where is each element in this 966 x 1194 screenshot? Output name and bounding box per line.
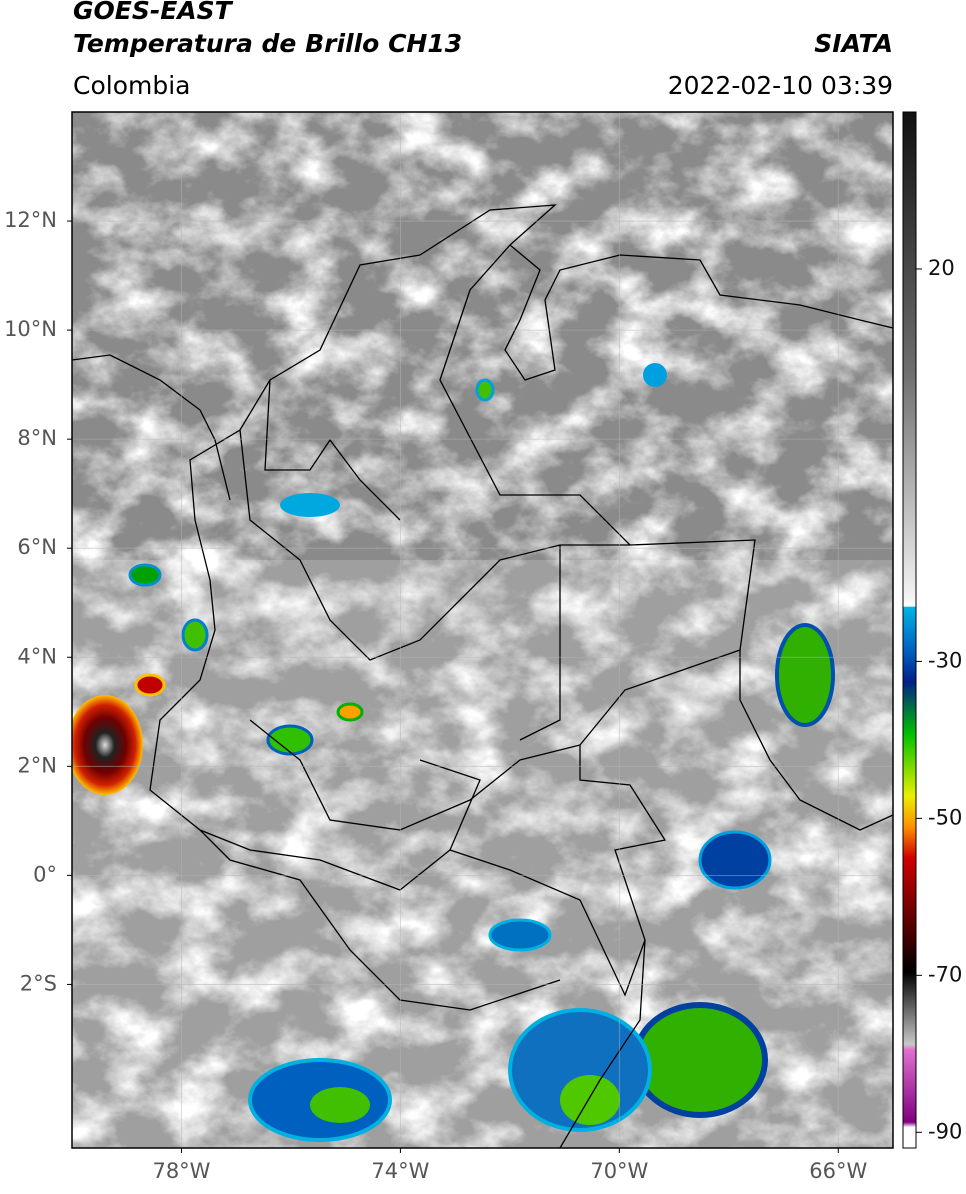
source: SIATA	[814, 29, 893, 58]
graticule	[72, 112, 893, 1148]
colorbar-tick-label: 20	[928, 256, 955, 280]
x-tick-label: 74°W	[371, 1159, 429, 1183]
y-tick-label: 2°N	[17, 753, 57, 777]
y-tick-label: 0°	[33, 862, 57, 886]
convection	[72, 363, 835, 1142]
y-tick-label: 12°N	[4, 208, 57, 232]
colorbar-tick-label: -90	[928, 1119, 962, 1143]
y-tick-label: 8°N	[17, 426, 57, 450]
y-tick-label: 10°N	[4, 317, 57, 341]
title: GOES-EAST	[73, 0, 234, 25]
map-frame	[71, 111, 894, 1149]
y-tick-label: 4°N	[17, 644, 57, 668]
y-tick-label: 2°S	[20, 971, 57, 995]
satellite-image	[72, 112, 893, 1148]
y-tick-label: 6°N	[17, 535, 57, 559]
x-tick-label: 78°W	[152, 1159, 210, 1183]
datetime: 2022-02-10 03:39	[668, 71, 893, 100]
colorbar-tick-label: -30	[928, 648, 962, 672]
colorbar	[902, 111, 917, 1149]
subtitle: Temperatura de Brillo CH13	[73, 29, 462, 58]
borders	[72, 204, 893, 1148]
x-tick-label: 70°W	[590, 1159, 648, 1183]
x-tick-label: 66°W	[809, 1159, 867, 1183]
clouds	[72, 112, 893, 1148]
colorbar-tick-label: -70	[928, 962, 962, 986]
colorbar-tick-label: -50	[928, 805, 962, 829]
region: Colombia	[73, 71, 190, 100]
